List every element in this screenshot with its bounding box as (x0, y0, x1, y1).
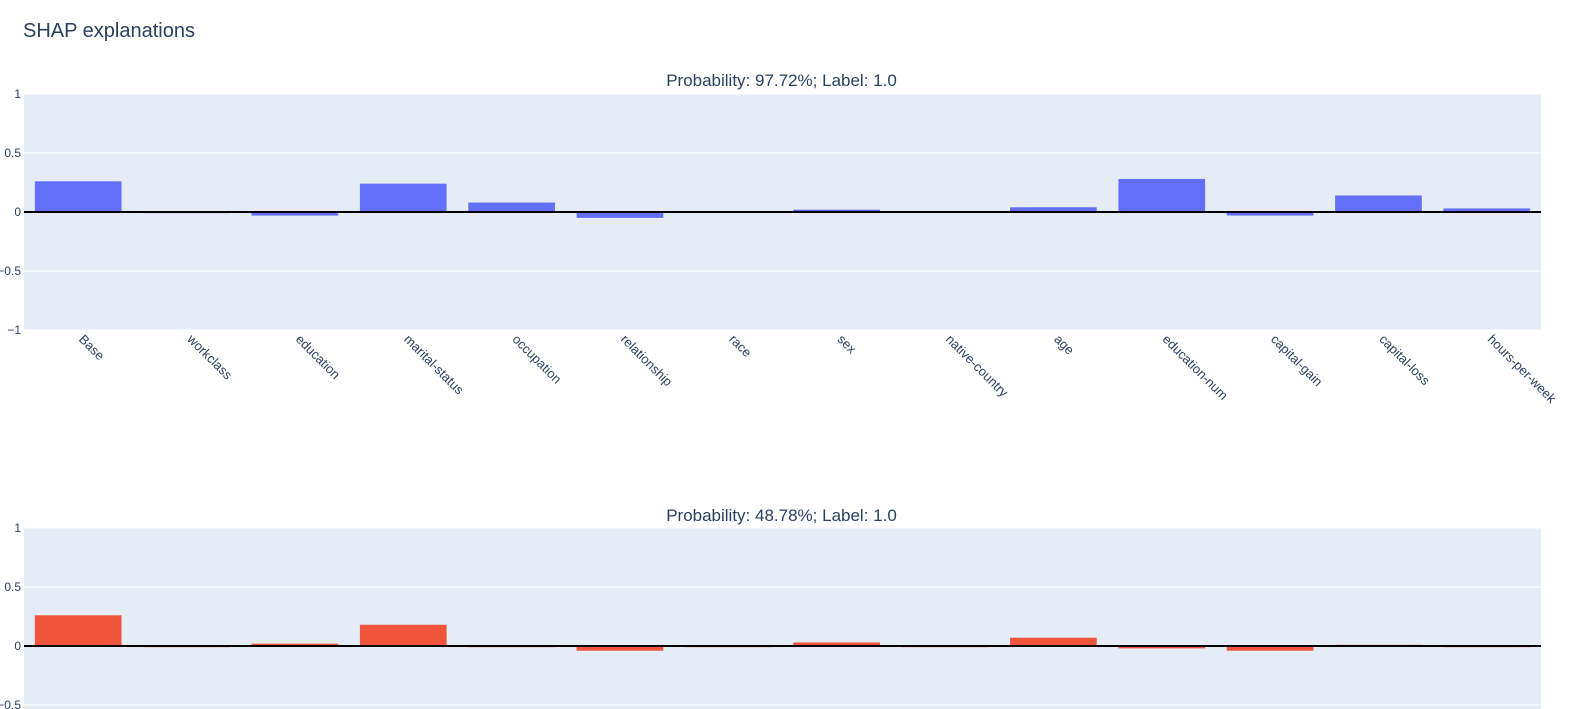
bar-Base[interactable] (34, 181, 122, 212)
y-tick-label: 1 (14, 87, 21, 101)
bar-occupation[interactable] (468, 202, 555, 212)
bar-age[interactable] (1010, 637, 1097, 646)
bar-education[interactable] (251, 212, 339, 216)
bar-sex[interactable] (793, 642, 881, 646)
y-tick-label: 0 (14, 205, 21, 219)
chart-2-title: Probability: 48.78%; Label: 1.0 (666, 506, 897, 525)
y-tick-label: 1 (14, 521, 21, 535)
bar-sex[interactable] (793, 209, 881, 212)
bar-hours-per-week[interactable] (1443, 208, 1531, 212)
y-tick-label: −0.5 (0, 264, 21, 278)
bar-Base[interactable] (34, 615, 122, 646)
y-tick-label: 0.5 (4, 580, 21, 594)
bar-education-num[interactable] (1118, 646, 1206, 649)
bar-relationship[interactable] (576, 646, 664, 651)
bar-age[interactable] (1010, 207, 1097, 212)
figure-title: SHAP explanations (23, 20, 195, 42)
bar-relationship[interactable] (576, 212, 664, 218)
bar-education[interactable] (251, 643, 339, 646)
bar-capital-gain[interactable] (1226, 646, 1314, 651)
plot-background (24, 528, 1541, 709)
y-tick-label: 0.5 (4, 146, 21, 160)
y-tick-label: −0.5 (0, 698, 21, 709)
bars (34, 615, 1531, 651)
y-tick-label: −1 (7, 323, 21, 337)
y-tick-label: 0 (14, 639, 21, 653)
bar-marital-status[interactable] (359, 183, 447, 212)
bar-capital-gain[interactable] (1226, 212, 1314, 216)
bars (34, 178, 1531, 218)
bar-education-num[interactable] (1118, 178, 1206, 212)
bar-capital-loss[interactable] (1335, 195, 1422, 212)
chart-1-title: Probability: 97.72%; Label: 1.0 (666, 71, 897, 90)
bar-marital-status[interactable] (359, 624, 447, 646)
